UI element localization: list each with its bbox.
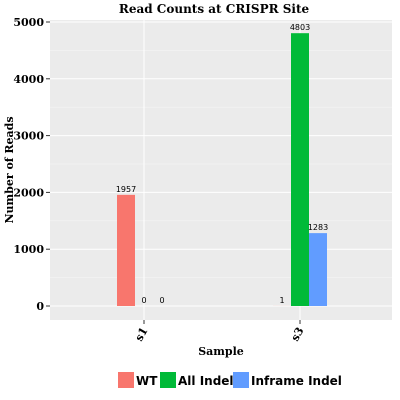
- chart-title: Read Counts at CRISPR Site: [119, 2, 310, 16]
- x-axis-label: Sample: [198, 345, 244, 358]
- data-label-wt-s3: 1: [279, 296, 284, 305]
- bar-all-indel-s3: [291, 33, 309, 306]
- legend-label: All Indel: [178, 374, 234, 388]
- plot-panel: [50, 20, 392, 320]
- data-label-all-indel-s1: 0: [141, 296, 146, 305]
- bar-wt-s1: [117, 194, 135, 306]
- y-tick-label: 4000: [13, 73, 44, 86]
- y-tick-label: 5000: [13, 16, 44, 29]
- y-axis-label: Number of Reads: [3, 116, 16, 223]
- bars: [117, 33, 327, 306]
- legend-item-inframe-indel: Inframe Indel: [233, 372, 342, 388]
- bar-inframe-indel-s3: [309, 233, 327, 306]
- legend-label: WT: [136, 374, 158, 388]
- legend-key: [160, 372, 176, 388]
- legend-key: [118, 372, 134, 388]
- x-tick-label: s1: [132, 325, 150, 344]
- legend-key: [233, 372, 249, 388]
- bar-labels: 1957 0 0 1 4803 1283: [116, 23, 328, 305]
- data-label-inframe-indel-s3: 1283: [308, 223, 328, 232]
- y-axis: 0 1000 2000 3000 4000 5000: [13, 16, 50, 313]
- data-label-wt-s1: 1957: [116, 185, 136, 194]
- legend-item-wt: WT: [118, 372, 158, 388]
- legend-label: Inframe Indel: [251, 374, 342, 388]
- y-tick-label: 3000: [13, 130, 44, 143]
- data-label-inframe-indel-s1: 0: [159, 296, 164, 305]
- y-tick-label: 0: [36, 300, 44, 313]
- legend-item-all-indel: All Indel: [160, 372, 234, 388]
- x-tick-label: s3: [288, 325, 306, 344]
- data-label-all-indel-s3: 4803: [290, 23, 310, 32]
- y-tick-label: 1000: [13, 243, 44, 256]
- legend: WT All Indel Inframe Indel: [118, 372, 342, 388]
- x-axis: s1 s3: [132, 320, 307, 344]
- y-tick-label: 2000: [13, 186, 44, 199]
